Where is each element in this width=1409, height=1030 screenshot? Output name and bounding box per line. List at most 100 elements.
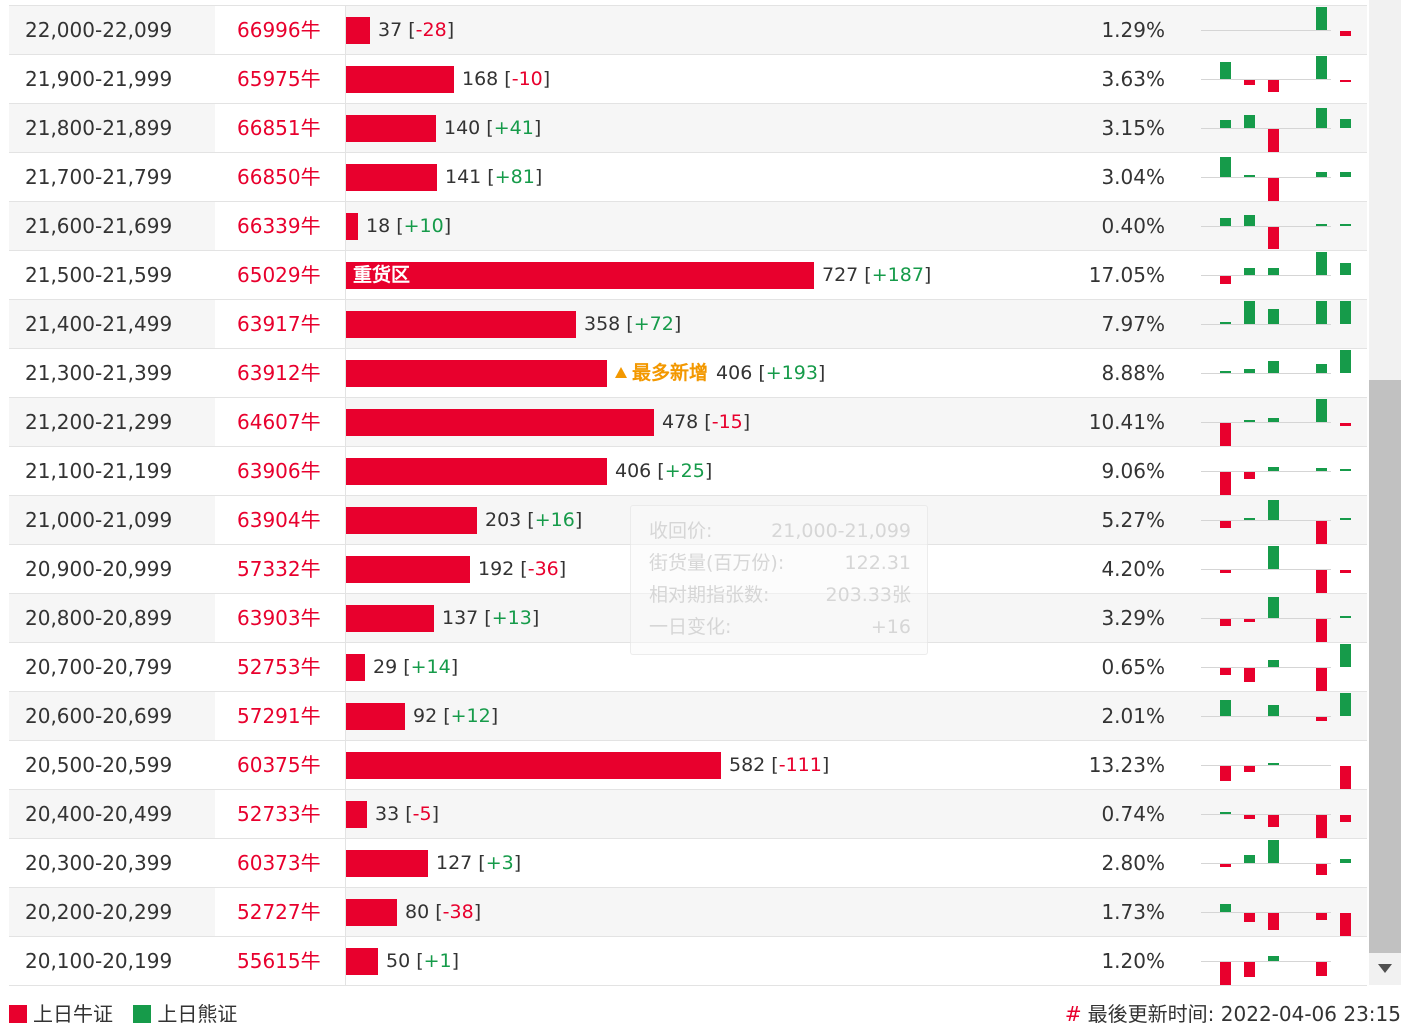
history-sparkline bbox=[1201, 251, 1351, 299]
warrant-code-link[interactable]: 66996牛 bbox=[215, 6, 345, 54]
warrant-code-link[interactable]: 52753牛 bbox=[215, 643, 345, 691]
history-sparkline bbox=[1201, 937, 1331, 985]
warrant-code-link[interactable]: 60373牛 bbox=[215, 839, 345, 887]
sparkline-bar bbox=[1316, 224, 1327, 226]
volume-label: 203 [+16] bbox=[485, 509, 583, 531]
tooltip-row: 街货量(百万份): 122.31 bbox=[649, 547, 911, 579]
volume-value: 406 bbox=[716, 362, 753, 384]
table-row: 21,500-21,599 65029牛 重货区 727 [+187] 17.05% bbox=[9, 251, 1367, 300]
share-percent: 0.40% bbox=[1101, 214, 1165, 238]
sparkline-bar bbox=[1316, 172, 1327, 177]
sparkline-baseline bbox=[1201, 765, 1331, 766]
share-percent: 9.06% bbox=[1101, 459, 1165, 483]
sparkline-bar bbox=[1244, 518, 1255, 520]
history-sparkline bbox=[1201, 545, 1351, 593]
volume-bar bbox=[346, 115, 436, 142]
share-percent: 1.73% bbox=[1101, 900, 1165, 924]
sparkline-baseline bbox=[1201, 569, 1331, 570]
volume-bar: 重货区 bbox=[346, 262, 814, 289]
sparkline-bar bbox=[1220, 619, 1231, 626]
sparkline-bar bbox=[1268, 361, 1279, 373]
scrollbar-thumb[interactable] bbox=[1369, 380, 1401, 953]
strike-range: 20,500-20,599 bbox=[25, 753, 173, 777]
heavy-zone-tag: 重货区 bbox=[353, 264, 411, 286]
share-percent: 8.88% bbox=[1101, 361, 1165, 385]
sparkline-baseline bbox=[1201, 373, 1331, 374]
sparkline-baseline bbox=[1201, 716, 1331, 717]
history-sparkline bbox=[1201, 888, 1351, 936]
share-percent: 5.27% bbox=[1101, 508, 1165, 532]
sparkline-bar bbox=[1340, 423, 1351, 426]
table-row: 20,700-20,799 52753牛 29 [+14] 0.65% bbox=[9, 643, 1367, 692]
sparkline-bar bbox=[1220, 423, 1231, 446]
volume-value: 92 bbox=[413, 705, 438, 727]
warrant-code-link[interactable]: 65029牛 bbox=[215, 251, 345, 299]
volume-value: 127 bbox=[436, 852, 473, 874]
sparkline-bar bbox=[1220, 700, 1231, 716]
tooltip-label: 收回价: bbox=[649, 520, 713, 542]
warrant-code-link[interactable]: 57332牛 bbox=[215, 545, 345, 593]
sparkline-bar bbox=[1316, 7, 1327, 30]
sparkline-bar bbox=[1268, 418, 1279, 422]
tooltip-value: 203.33张 bbox=[825, 584, 911, 606]
volume-value: 478 bbox=[662, 411, 699, 433]
sparkline-bar bbox=[1340, 119, 1351, 128]
vertical-scrollbar[interactable] bbox=[1369, 0, 1401, 985]
share-percent: 10.41% bbox=[1088, 410, 1165, 434]
sparkline-bar bbox=[1316, 619, 1327, 642]
volume-change: +12 bbox=[450, 705, 491, 727]
sparkline-bar bbox=[1268, 956, 1279, 961]
warrant-code-link[interactable]: 66851牛 bbox=[215, 104, 345, 152]
strike-range: 20,700-20,799 bbox=[25, 655, 173, 679]
history-sparkline bbox=[1201, 496, 1351, 544]
last-updated-timestamp: 2022-04-06 23:15 bbox=[1220, 1002, 1401, 1026]
sparkline-bar bbox=[1316, 468, 1327, 471]
volume-bar-cell: 203 [+16] bbox=[345, 496, 1066, 544]
warrant-code-link[interactable]: 60375牛 bbox=[215, 741, 345, 789]
warrant-code-link[interactable]: 57291牛 bbox=[215, 692, 345, 740]
sparkline-bar bbox=[1244, 619, 1255, 622]
volume-change: +3 bbox=[485, 852, 514, 874]
warrant-code-link[interactable]: 64607牛 bbox=[215, 398, 345, 446]
share-percent: 4.20% bbox=[1101, 557, 1165, 581]
warrant-code-link[interactable]: 66850牛 bbox=[215, 153, 345, 201]
sparkline-bar bbox=[1268, 913, 1279, 930]
warrant-code-link[interactable]: 63912牛 bbox=[215, 349, 345, 397]
volume-bar bbox=[346, 752, 721, 779]
volume-bar-cell: 18 [+10] bbox=[345, 202, 1066, 250]
warrant-code-link[interactable]: 52733牛 bbox=[215, 790, 345, 838]
tooltip-label: 相对期指张数: bbox=[649, 584, 770, 606]
strike-range: 21,100-21,199 bbox=[25, 459, 173, 483]
volume-change: +14 bbox=[410, 656, 451, 678]
scroll-down-button[interactable] bbox=[1369, 956, 1401, 980]
warrant-code-link[interactable]: 63903牛 bbox=[215, 594, 345, 642]
warrant-code-link[interactable]: 55615牛 bbox=[215, 937, 345, 985]
warrant-code-link[interactable]: 66339牛 bbox=[215, 202, 345, 250]
sparkline-baseline bbox=[1201, 226, 1331, 227]
volume-value: 192 bbox=[478, 558, 515, 580]
sparkline-bar bbox=[1244, 215, 1255, 226]
volume-label: 50 [+1] bbox=[386, 950, 460, 972]
sparkline-bar bbox=[1220, 218, 1231, 226]
warrant-code-link[interactable]: 63917牛 bbox=[215, 300, 345, 348]
sparkline-bar bbox=[1340, 766, 1351, 789]
warrant-code-link[interactable]: 52727牛 bbox=[215, 888, 345, 936]
share-percent: 17.05% bbox=[1088, 263, 1165, 287]
warrant-code-link[interactable]: 65975牛 bbox=[215, 55, 345, 103]
sparkline-baseline bbox=[1201, 863, 1331, 864]
bear-swatch-icon bbox=[133, 1005, 152, 1023]
warrant-code-link[interactable]: 63906牛 bbox=[215, 447, 345, 495]
share-percent: 3.63% bbox=[1101, 67, 1165, 91]
sparkline-bar bbox=[1244, 668, 1255, 682]
history-sparkline bbox=[1201, 104, 1351, 152]
volume-change: +193 bbox=[765, 362, 818, 384]
volume-label: 29 [+14] bbox=[373, 656, 459, 678]
sparkline-bar bbox=[1340, 469, 1351, 471]
volume-label: 141 [+81] bbox=[445, 166, 543, 188]
volume-bar bbox=[346, 556, 470, 583]
volume-label: 127 [+3] bbox=[436, 852, 522, 874]
warrant-code-link[interactable]: 63904牛 bbox=[215, 496, 345, 544]
volume-label: 37 [-28] bbox=[378, 19, 455, 41]
strike-range: 21,800-21,899 bbox=[25, 116, 173, 140]
sparkline-baseline bbox=[1201, 422, 1331, 423]
